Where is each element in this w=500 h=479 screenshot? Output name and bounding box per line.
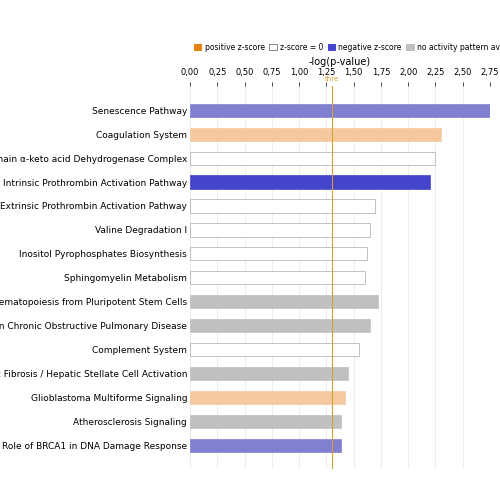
Bar (190, 223, 370, 237)
Bar (190, 295, 378, 308)
Bar (190, 319, 370, 332)
Bar (190, 391, 345, 404)
Bar (190, 439, 340, 452)
Bar (190, 127, 441, 141)
Bar (190, 247, 366, 261)
Bar (190, 415, 340, 428)
Bar (190, 367, 348, 380)
Legend: positive z-score, z-score = 0, negative z-score, no activity pattern available: positive z-score, z-score = 0, negative … (194, 43, 500, 52)
Text: thre: thre (324, 76, 339, 82)
Bar (190, 271, 364, 285)
Bar (190, 151, 436, 165)
Bar (190, 343, 359, 356)
Bar (190, 103, 490, 117)
X-axis label: -log(p-value): -log(p-value) (309, 57, 371, 68)
Bar (190, 199, 376, 213)
Bar (190, 175, 430, 189)
